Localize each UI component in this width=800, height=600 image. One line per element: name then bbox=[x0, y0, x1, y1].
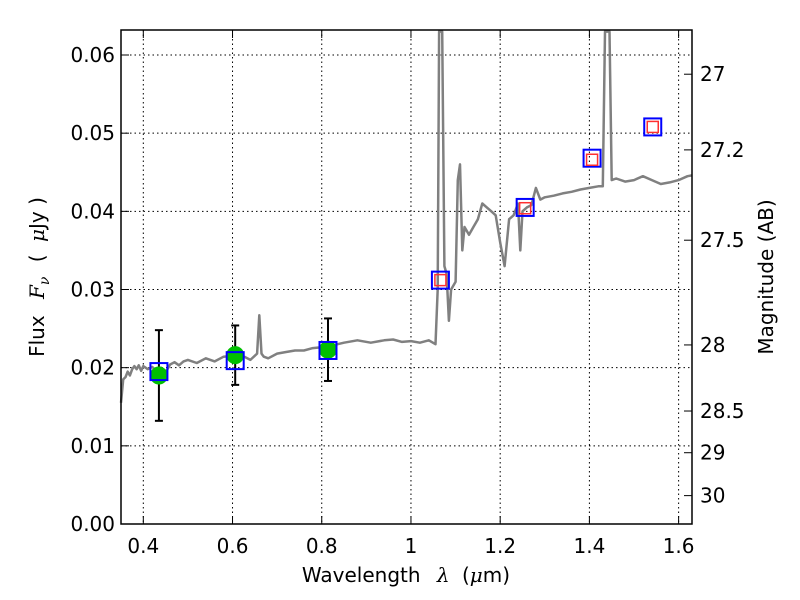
y-axis-title: Flux Fν ( μJy ) bbox=[25, 197, 54, 357]
y2-axis-title: Magnitude (AB) bbox=[754, 199, 778, 354]
x-axis-title-symbol: λ bbox=[436, 563, 450, 587]
limit-square bbox=[434, 273, 447, 287]
x-tick-label: 1.4 bbox=[573, 534, 605, 558]
y-tick-label: 0.03 bbox=[70, 278, 115, 302]
spectrum-line bbox=[119, 30, 693, 403]
x-axis-title: Wavelength λ (μm) bbox=[302, 563, 510, 587]
observed-point bbox=[149, 366, 168, 385]
y2-tick-label: 27 bbox=[700, 62, 725, 86]
y-tick-label: 0.04 bbox=[70, 199, 115, 223]
x-tick-label: 1.2 bbox=[484, 534, 516, 558]
x-tick-label: 0.6 bbox=[217, 534, 249, 558]
model-square bbox=[643, 117, 663, 137]
limit-square bbox=[585, 153, 599, 167]
y-tick-label: 0.05 bbox=[70, 121, 115, 145]
x-tick-label: 0.4 bbox=[127, 534, 159, 558]
x-tick-label: 1.6 bbox=[663, 534, 695, 558]
y2-tick-label: 27.5 bbox=[700, 228, 745, 252]
y-tick-label: 0.02 bbox=[70, 356, 115, 380]
y-tick-label: 0.06 bbox=[70, 43, 115, 67]
tick-layer: 0.4 0.6 0.8 1 1.2 1.4 1.6 0.00 0.01 0.02 0.03 0.04 0… bbox=[70, 30, 745, 558]
model-square bbox=[149, 362, 169, 382]
y-axis-title-sub: ν bbox=[37, 276, 53, 285]
y2-tick-label: 29 bbox=[700, 441, 725, 465]
x-tick-label: 0.8 bbox=[306, 534, 338, 558]
y2-tick-label: 28 bbox=[700, 333, 725, 357]
model-square bbox=[515, 197, 535, 217]
model-square bbox=[582, 148, 602, 168]
model-square bbox=[430, 270, 450, 290]
x-axis-title-unit-mu: μ bbox=[470, 563, 483, 587]
y2-tick-label: 30 bbox=[700, 484, 725, 508]
limit-square bbox=[646, 120, 659, 134]
model-square bbox=[225, 351, 245, 371]
y2-tick-label: 27.2 bbox=[700, 138, 745, 162]
limit-square bbox=[518, 201, 532, 215]
data-layer bbox=[119, 30, 693, 422]
y-axis-title-symbol: F bbox=[25, 284, 49, 300]
y-axis-title-unit-open: ( bbox=[25, 254, 49, 262]
y-tick-label: 0.00 bbox=[70, 512, 115, 536]
observed-point bbox=[226, 346, 245, 365]
y-axis-title-unit-mu: μ bbox=[25, 229, 49, 242]
grid-layer bbox=[121, 30, 692, 524]
x-axis-title-unit-open: ( bbox=[462, 563, 470, 587]
plot-frame bbox=[120, 29, 693, 525]
x-axis-title-text: Wavelength bbox=[302, 563, 421, 587]
x-axis-title-unit-rest: m) bbox=[483, 563, 510, 587]
y-axis-title-unit-rest: Jy ) bbox=[25, 197, 49, 231]
y-axis-title-text: Flux bbox=[25, 315, 49, 357]
model-square bbox=[318, 340, 338, 360]
y-tick-label: 0.01 bbox=[70, 434, 115, 458]
x-tick-label: 1 bbox=[405, 534, 418, 558]
observed-point bbox=[318, 340, 337, 359]
y2-tick-label: 28.5 bbox=[700, 399, 745, 423]
